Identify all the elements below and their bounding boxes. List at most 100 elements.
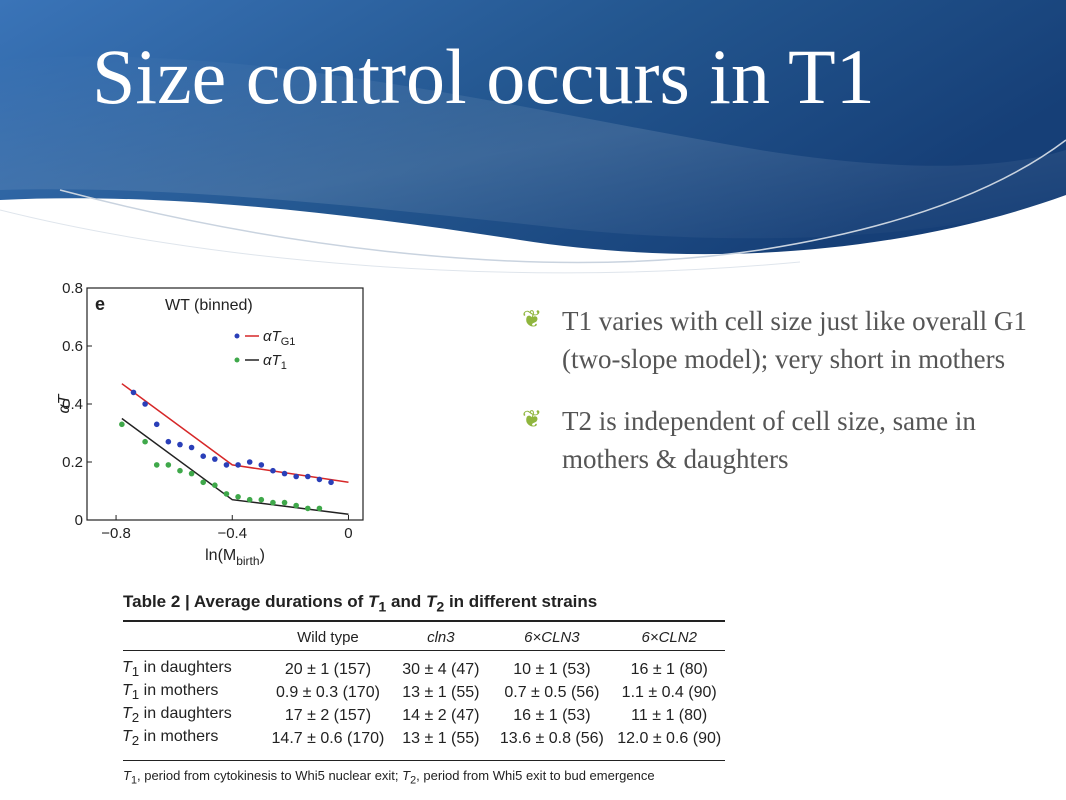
row-label-sub: 2 [131,733,140,749]
table-cell: 14 ± 2 (47) [402,706,480,724]
row-label: T2 in daughters [118,704,268,727]
data-point-1 [212,482,218,488]
data-point-0 [130,389,137,396]
data-point-0 [165,438,172,445]
footnote-t2: T [402,768,411,783]
row-label-t: T [122,705,132,723]
data-point-1 [223,491,230,497]
table-caption: Table 2 | Average durations of T1 and T2… [123,592,597,615]
table-header-cell: cln3 [427,628,455,646]
data-point-0 [188,444,195,451]
row-label-sub: 1 [131,664,140,680]
data-point-0 [258,462,265,468]
table-cell: 11 ± 1 (80) [631,706,708,724]
footnote-t1-sub: 1 [130,774,137,787]
x-axis-label-end: ) [260,547,265,564]
data-point-0 [177,441,183,448]
legend-label: αTG1 [263,328,295,348]
table-header-cell [118,624,268,650]
table-row: T2 in daughters 17 ± 2 (157) 14 ± 2 (47)… [118,704,728,727]
legend-marker [234,333,240,339]
row-label-t: T [122,659,132,677]
data-point-0 [305,473,311,480]
row-label-rest: in daughters [139,659,232,677]
data-point-1 [258,496,265,503]
data-point-1 [316,505,323,512]
caption-t2: T [425,592,437,611]
table-cell: 0.9 ± 0.3 (170) [275,683,380,701]
table-header-cell: 6×CLN2 [641,628,697,646]
row-label-t: T [122,728,132,746]
data-point-1 [281,499,288,506]
table-cell: 13.6 ± 0.8 (56) [499,729,604,747]
table-header-row: Wild type cln3 6×CLN3 6×CLN2 [118,624,728,650]
table-rule-bottom [123,760,725,761]
legend-label-sub: 1 [281,360,287,372]
data-point-1 [200,479,207,486]
table-cell: 16 ± 1 (53) [513,706,591,724]
data-point-1 [165,462,172,468]
header-wave-highlight [0,56,1066,239]
data-point-0 [200,453,207,459]
flourish-bullet-icon: ❦ [522,307,543,333]
table-cell: 0.7 ± 0.5 (56) [504,683,600,701]
slide-title: Size control occurs in T1 [92,33,875,120]
y-tick-label: 0.8 [62,280,83,297]
caption-t1-sub: 1 [378,599,387,616]
data-point-0 [246,459,253,465]
x-tick-label: 0 [344,525,352,542]
row-label-sub: 2 [131,710,140,726]
bullet-text: T2 is independent of cell size, same in … [562,406,976,474]
row-label-rest: in mothers [139,682,219,700]
header-swoosh-line-2 [0,209,801,274]
table-cell: 30 ± 4 (47) [402,660,480,678]
bullet-list: ❦ T1 varies with cell size just like ove… [520,302,1050,502]
table-header-cell: Wild type [297,628,359,646]
table-cell: 17 ± 2 (157) [284,706,372,724]
y-tick-label: 0.2 [62,454,83,471]
table-footnote: T1, period from cytokinesis to Whi5 nucl… [123,768,655,787]
table-rule-top [123,620,725,622]
chart-title: WT (binned) [165,297,253,314]
row-label: T1 in daughters [118,658,268,681]
table-rule-mid [123,650,725,651]
footnote-t1: T [123,768,131,783]
data-point-0 [235,462,241,468]
data-point-0 [212,456,218,462]
bullet-item: ❦ T2 is independent of cell size, same i… [520,402,1050,478]
row-label-sub: 1 [131,687,140,703]
header-banner [0,0,1066,274]
caption-and: and [386,592,426,611]
data-point-0 [142,401,148,407]
x-axis-label-sub: birth [236,554,259,568]
footnote-b: , period from Whi5 exit to bud emergence [416,768,655,783]
footnote-a: , period from cytokinesis to Whi5 nuclea… [136,768,403,783]
table-row: T2 in mothers 14.7 ± 0.6 (170) 13 ± 1 (5… [118,727,728,750]
data-point-1 [142,438,148,445]
legend-label-main: αT [263,352,283,369]
table-cell: 10 ± 1 (53) [513,660,591,678]
x-axis-label-main: ln(M [205,547,236,564]
bullet-text: T1 varies with cell size just like overa… [562,306,1027,374]
table-header-cell: 6×CLN3 [524,628,580,646]
y-axis-label: αT [56,393,73,413]
panel-label: e [95,294,105,314]
y-tick-label: 0.6 [62,338,83,355]
data-point-1 [188,470,195,477]
data-point-1 [270,499,276,506]
flourish-bullet-icon: ❦ [522,407,543,433]
table-cell: 20 ± 1 (157) [284,660,372,678]
x-tick-label: −0.8 [101,525,131,542]
data-point-0 [293,473,299,480]
scatter-chart: 0 0.2 0.4 0.6 0.8 −0.8 −0.4 0 αT ln(Mbirth) e WT (b… [56,280,364,568]
data-point-0 [281,470,288,477]
data-point-0 [153,421,160,428]
table-cell: 14.7 ± 0.6 (170) [271,729,385,747]
x-axis-label: ln(Mbirth) [205,547,265,568]
legend-label-sub: G1 [281,336,296,348]
row-label: T2 in mothers [118,727,268,750]
row-label-rest: in mothers [139,728,219,746]
table-cell: 12.0 ± 0.6 (90) [617,729,722,747]
table-cell: 13 ± 1 (55) [402,729,480,747]
